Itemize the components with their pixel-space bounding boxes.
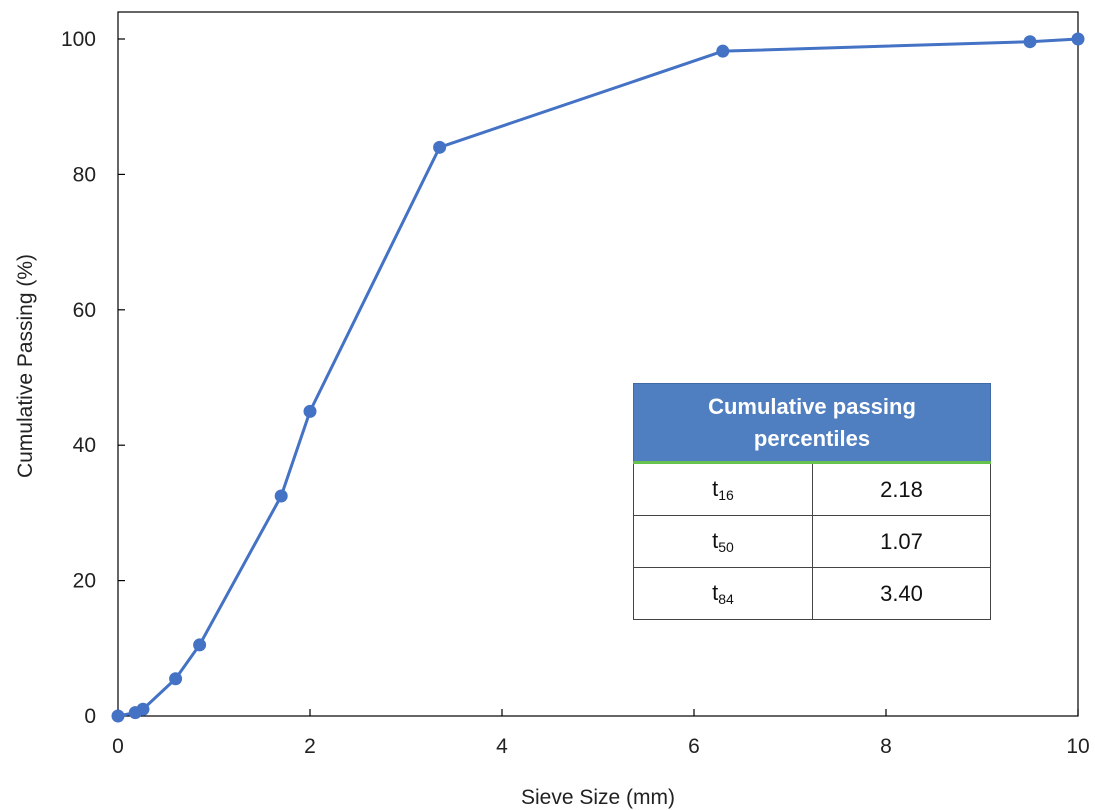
percentile-value: 3.40 <box>812 567 991 620</box>
data-point <box>1023 35 1037 49</box>
data-point <box>136 702 150 716</box>
percentile-label: t50 <box>633 515 813 568</box>
y-tick-label: 40 <box>73 434 96 457</box>
y-tick-label: 0 <box>84 705 96 728</box>
table-header-line1: Cumulative passing <box>708 394 916 419</box>
data-point <box>716 44 730 58</box>
x-tick-label: 4 <box>496 735 508 758</box>
data-point <box>111 709 125 723</box>
y-tick-label: 80 <box>73 163 96 186</box>
data-point <box>433 140 447 154</box>
x-tick-label: 8 <box>880 735 892 758</box>
percentile-label: t16 <box>633 462 813 516</box>
plot-area-border <box>117 11 1079 717</box>
percentiles-table: Cumulative passing percentiles t16 2.18 … <box>633 383 991 620</box>
table-row: t50 1.07 <box>633 515 991 568</box>
data-point <box>193 638 207 652</box>
x-tick-label: 10 <box>1066 735 1089 758</box>
y-tick-label: 100 <box>61 28 96 51</box>
y-tick-label: 20 <box>73 570 96 593</box>
data-point <box>169 672 183 686</box>
x-tick-label: 0 <box>112 735 124 758</box>
x-tick-label: 2 <box>304 735 316 758</box>
y-tick-label: 60 <box>73 299 96 322</box>
data-point <box>303 404 317 418</box>
table-header: Cumulative passing percentiles <box>633 383 991 464</box>
table-header-line2: percentiles <box>753 426 871 451</box>
table-header-row: Cumulative passing percentiles <box>633 383 991 464</box>
table-row: t84 3.40 <box>633 567 991 620</box>
y-axis-title: Cumulative Passing (%) <box>14 254 37 478</box>
x-axis-title: Sieve Size (mm) <box>521 786 675 809</box>
percentile-value: 1.07 <box>812 515 991 568</box>
table-row: t16 2.18 <box>633 462 991 516</box>
data-point <box>274 489 288 503</box>
x-tick-label: 6 <box>688 735 700 758</box>
data-point <box>1071 32 1085 46</box>
percentile-value: 2.18 <box>812 462 991 516</box>
percentile-label: t84 <box>633 567 813 620</box>
